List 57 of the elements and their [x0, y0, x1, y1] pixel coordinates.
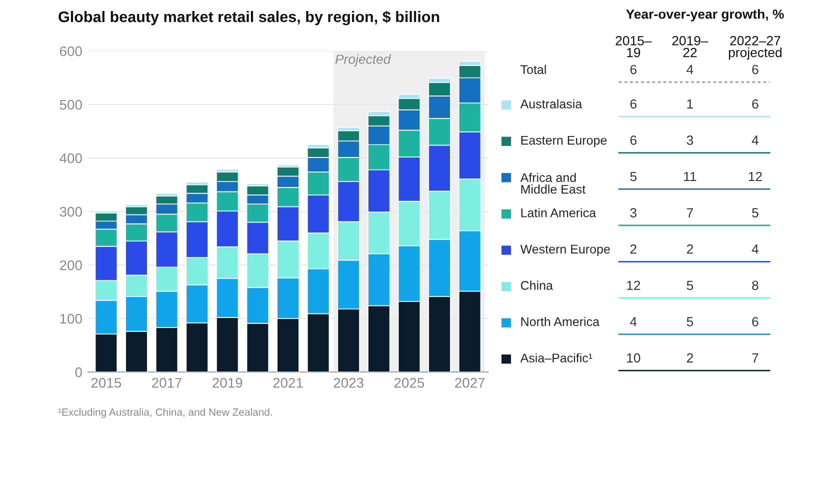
- data-label: 12: [627, 280, 640, 290]
- x-tick-label: 2019: [212, 378, 242, 388]
- x-tick-label: 2015: [91, 378, 122, 388]
- data-label: 8: [752, 280, 758, 290]
- y-tick-label: 100: [60, 314, 82, 324]
- band-label: Projected: [335, 54, 392, 67]
- y-tick-label: 300: [60, 206, 82, 217]
- category-label: China: [520, 280, 553, 290]
- data-label: 7: [686, 208, 693, 218]
- data-label: 5: [686, 280, 694, 290]
- x-tick-label: 2023: [334, 378, 364, 388]
- category-label: Asia–Pacific¹: [520, 353, 592, 362]
- x-tick-label: 2017: [152, 378, 182, 388]
- y-tick-label: 400: [60, 153, 82, 164]
- text: 2019– 22: [672, 36, 708, 58]
- data-label: 6: [630, 64, 636, 74]
- data-label: 2: [686, 353, 693, 362]
- data-label: 6: [752, 99, 758, 109]
- y-tick-label: 500: [60, 100, 82, 110]
- data-label: 5: [686, 317, 694, 326]
- data-label: 2: [630, 244, 636, 254]
- text: 2015– 19: [616, 36, 652, 58]
- data-label: 1: [687, 99, 693, 108]
- data-label: 7: [752, 353, 758, 362]
- text: 2022–27 projected: [728, 36, 782, 60]
- data-label: 6: [630, 99, 636, 109]
- x-tick-label: 2021: [273, 378, 303, 388]
- data-label: 3: [686, 136, 694, 145]
- data-label: 11: [684, 172, 696, 182]
- chart-title: Global beauty market retail sales, by region, $ billion: [58, 10, 440, 26]
- category-label: Latin America: [521, 208, 596, 218]
- category-label: Total: [520, 64, 546, 74]
- x-tick-label: 2027: [455, 378, 485, 388]
- category-label: Western Europe: [520, 244, 610, 256]
- data-label: 6: [630, 136, 636, 145]
- text: Year-over-year growth, %: [626, 9, 784, 22]
- data-label: 3: [630, 208, 636, 218]
- y-tick-label: 0: [75, 367, 82, 378]
- data-label: 12: [748, 172, 762, 182]
- y-tick-label: 600: [60, 46, 82, 56]
- text: ¹Excluding Australia, China, and New Zealand.: [58, 408, 272, 418]
- x-tick-label: 2025: [394, 378, 424, 388]
- category-label: Eastern Europe: [521, 136, 607, 148]
- data-label: 4: [752, 244, 758, 254]
- category-label: Africa and Middle East: [520, 172, 586, 194]
- data-label: 6: [752, 316, 758, 326]
- data-label: 4: [752, 136, 758, 145]
- data-label: 6: [752, 64, 758, 74]
- data-label: 5: [752, 208, 758, 218]
- data-label: 2: [686, 244, 693, 254]
- data-label: 4: [686, 65, 694, 74]
- y-tick-label: 200: [60, 260, 82, 270]
- data-label: 4: [630, 317, 637, 326]
- data-label: 5: [630, 172, 637, 182]
- category-label: Australasia: [520, 99, 582, 108]
- data-label: 10: [627, 353, 640, 363]
- category-label: North America: [521, 316, 600, 326]
